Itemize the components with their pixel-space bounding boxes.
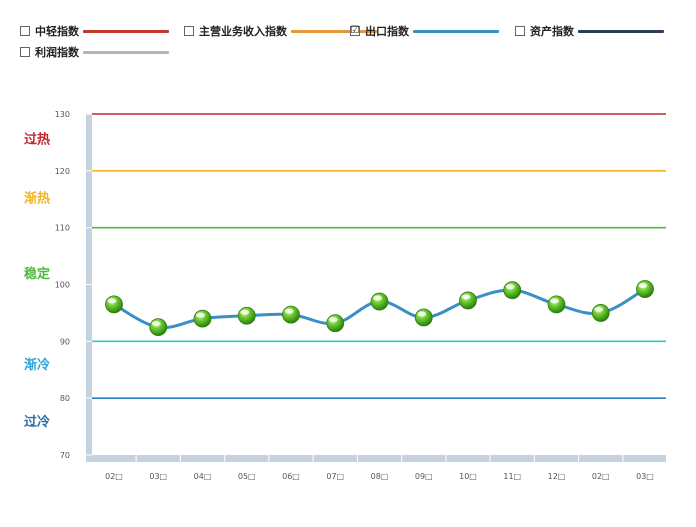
x-tick-label: 04□ — [194, 472, 212, 481]
data-point — [105, 295, 123, 314]
y-tick-label: 80 — [60, 394, 70, 403]
x-tick-label: 07□ — [326, 472, 344, 481]
x-tick-label: 12□ — [548, 472, 566, 481]
data-point — [636, 280, 654, 298]
x-axis-bar — [86, 455, 666, 462]
y-tick-label: 70 — [60, 451, 70, 460]
data-point-highlight — [550, 298, 559, 304]
legend-item-revenue[interactable]: 主营业务收入指数 — [184, 22, 377, 40]
x-tick-label: 03□ — [636, 472, 654, 481]
data-point — [282, 305, 300, 324]
x-tick-label: 09□ — [415, 472, 433, 481]
data-point-highlight — [505, 284, 515, 290]
checkbox[interactable] — [20, 47, 30, 57]
data-point-highlight — [638, 283, 648, 289]
x-tick-label: 11□ — [503, 472, 521, 481]
legend: 中轻指数 主营业务收入指数 ☑ 出口指数 资产指数 利润指数 — [0, 0, 696, 70]
band-label: 渐热 — [24, 190, 50, 206]
data-point — [591, 304, 610, 322]
plot-area — [92, 114, 666, 455]
data-point-highlight — [151, 321, 161, 327]
band-label: 过冷 — [24, 414, 50, 430]
checkbox[interactable] — [20, 26, 30, 36]
data-point-highlight — [240, 309, 250, 315]
checkbox[interactable] — [515, 26, 525, 36]
data-point-highlight — [328, 317, 338, 323]
data-point-highlight — [373, 295, 382, 301]
data-point — [414, 308, 433, 327]
data-point — [326, 314, 345, 333]
data-point-highlight — [196, 312, 205, 318]
legend-label: 出口指数 — [365, 25, 409, 38]
x-tick-label: 08□ — [371, 472, 389, 481]
y-tick-label: 120 — [55, 167, 70, 176]
legend-item-profit[interactable]: 利润指数 — [20, 43, 169, 61]
band-label: 渐冷 — [24, 357, 50, 373]
y-axis-bar — [86, 114, 92, 461]
checkbox[interactable]: ☑ — [350, 26, 360, 36]
y-tick-label: 110 — [55, 224, 70, 233]
band-label: 过热 — [24, 131, 50, 147]
y-tick-label: 90 — [60, 337, 70, 346]
legend-label: 利润指数 — [35, 46, 79, 59]
data-point-highlight — [284, 308, 294, 314]
data-point — [547, 295, 566, 314]
x-tick-label: 03□ — [149, 472, 167, 481]
legend-line-swatch — [83, 50, 169, 54]
data-point — [370, 292, 389, 311]
legend-line-swatch — [83, 29, 169, 33]
data-point-highlight — [461, 294, 471, 300]
y-tick-label: 100 — [55, 281, 70, 290]
x-tick-label: 02□ — [592, 472, 610, 481]
legend-item-zhongqing[interactable]: 中轻指数 — [20, 22, 169, 40]
legend-item-export[interactable]: ☑ 出口指数 — [350, 22, 499, 40]
x-tick-label: 02□ — [105, 472, 123, 481]
data-point — [459, 291, 477, 310]
legend-line-swatch — [578, 29, 664, 33]
data-point — [503, 281, 522, 300]
check-mark-icon: ☑ — [350, 25, 360, 36]
legend-label: 资产指数 — [530, 25, 574, 38]
checkbox[interactable] — [184, 26, 194, 36]
x-tick-label: 10□ — [459, 472, 477, 481]
legend-line-swatch — [291, 29, 377, 33]
data-point — [193, 309, 212, 328]
x-tick-label: 06□ — [282, 472, 300, 481]
data-point-highlight — [417, 311, 427, 317]
legend-label: 主营业务收入指数 — [199, 25, 287, 38]
data-point — [237, 306, 256, 325]
data-point-highlight — [107, 298, 117, 304]
legend-label: 中轻指数 — [35, 25, 79, 38]
y-tick-label: 130 — [55, 110, 70, 119]
x-tick-label: 05□ — [238, 472, 256, 481]
data-point — [149, 318, 168, 337]
legend-line-swatch — [413, 29, 499, 33]
band-label: 稳定 — [24, 266, 50, 282]
data-point-highlight — [594, 306, 604, 312]
legend-item-assets[interactable]: 资产指数 — [515, 22, 664, 40]
